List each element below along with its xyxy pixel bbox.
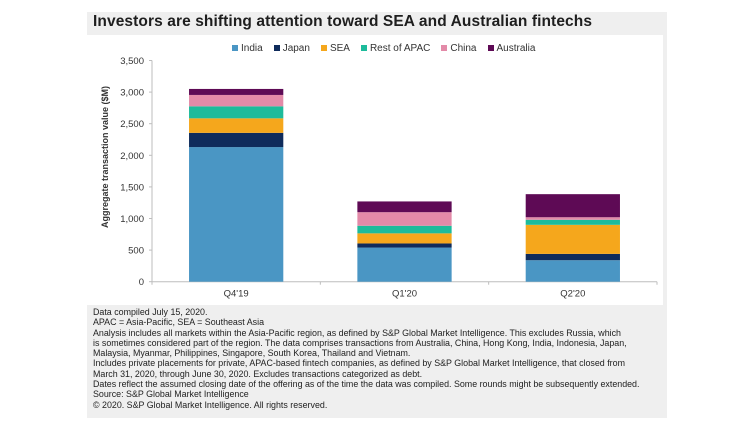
bar-segment-rest-of-apac — [189, 106, 284, 119]
y-tick-label: 0 — [139, 277, 144, 288]
legend-item: China — [441, 42, 477, 54]
bar-segment-china — [525, 217, 620, 220]
bar-segment-japan — [189, 132, 284, 148]
x-axis: Q4'19 Q1'20 Q2'20 — [151, 281, 658, 300]
legend-item: SEA — [320, 42, 350, 54]
x-tick-label: Q1'20 — [392, 289, 417, 300]
legend-swatch — [273, 45, 280, 51]
footnote-line: Dates reflect the assumed closing date o… — [93, 379, 640, 390]
y-tick-label: 3,500 — [120, 56, 144, 67]
legend-label: India — [241, 42, 263, 54]
footnote-line: Source: S&P Global Market Intelligence — [93, 389, 249, 400]
chart-title: Investors are shifting attention toward … — [93, 13, 593, 30]
legend: India Japan SEA Rest of APAC China Australia — [232, 41, 535, 55]
legend-label: China — [450, 42, 477, 54]
bar-segment-australia — [525, 194, 620, 218]
legend-swatch — [360, 45, 367, 51]
footnote-line: Analysis includes all markets within the… — [93, 327, 621, 338]
bar-stack — [525, 194, 620, 282]
legend-item: India — [232, 43, 263, 54]
footnote-line: Includes private placements for private,… — [93, 358, 625, 369]
legend-swatch — [441, 45, 448, 51]
legend-label: Japan — [282, 42, 310, 54]
legend-item: Australia — [487, 42, 536, 54]
legend-label: SEA — [329, 42, 350, 54]
y-tick-label: 2,000 — [120, 151, 144, 162]
bar-segment-sea — [525, 224, 620, 254]
bar-segment-sea — [357, 233, 452, 244]
y-tick-label: 3,000 — [120, 88, 144, 99]
bar-segment-rest-of-apac — [525, 219, 620, 225]
bar-segment-india — [357, 247, 452, 282]
legend-item: Rest of APAC — [360, 42, 431, 54]
y-axis-label: Aggregate transaction value ($M) — [100, 86, 110, 228]
bar-segment-china — [357, 212, 452, 226]
legend-label: Australia — [496, 42, 536, 54]
bar-segment-australia — [357, 201, 452, 213]
y-tick-label: 2,500 — [120, 119, 144, 130]
footnote-line: Malaysia, Myanmar, Philippines, Singapor… — [93, 348, 411, 359]
bar-stack — [357, 201, 452, 282]
bar-segment-australia — [189, 88, 284, 95]
bar-segment-japan — [357, 243, 452, 248]
legend-swatch — [320, 45, 327, 51]
legend-item: Japan — [273, 42, 310, 54]
footnote-line: APAC = Asia-Pacific, SEA = Southeast Asi… — [93, 317, 265, 328]
bar-segment-india — [525, 260, 620, 282]
bar-stack — [189, 88, 284, 282]
y-tick-label: 1,000 — [120, 214, 144, 225]
x-tick-label: Q2'20 — [560, 289, 585, 300]
bar-segment-india — [189, 147, 284, 282]
bars — [189, 88, 620, 282]
bar-segment-sea — [189, 118, 284, 133]
bar-segment-rest-of-apac — [357, 225, 452, 234]
footnotes: Data compiled July 15, 2020. APAC = Asia-… — [93, 307, 639, 410]
x-tick-label: Q4'19 — [224, 289, 249, 300]
bar-segment-china — [189, 94, 284, 107]
y-tick-label: 1,500 — [120, 182, 144, 193]
bar-segment-japan — [525, 253, 620, 261]
legend-swatch — [232, 45, 238, 51]
y-axis: 0 500 1,000 1,500 2,000 2,500 3,000 3,500 — [120, 56, 153, 288]
y-tick-label: 500 — [128, 246, 144, 257]
footnote-line: © 2020. S&P Global Market Intelligence. … — [93, 399, 328, 410]
legend-swatch — [487, 45, 494, 51]
footnote-line: Data compiled July 15, 2020. — [93, 307, 208, 317]
footnote-line: is sometimes considered part of the regi… — [93, 337, 627, 348]
legend-label: Rest of APAC — [369, 42, 431, 54]
footnote-line: March 31, 2020, through June 30, 2020. E… — [93, 368, 423, 379]
